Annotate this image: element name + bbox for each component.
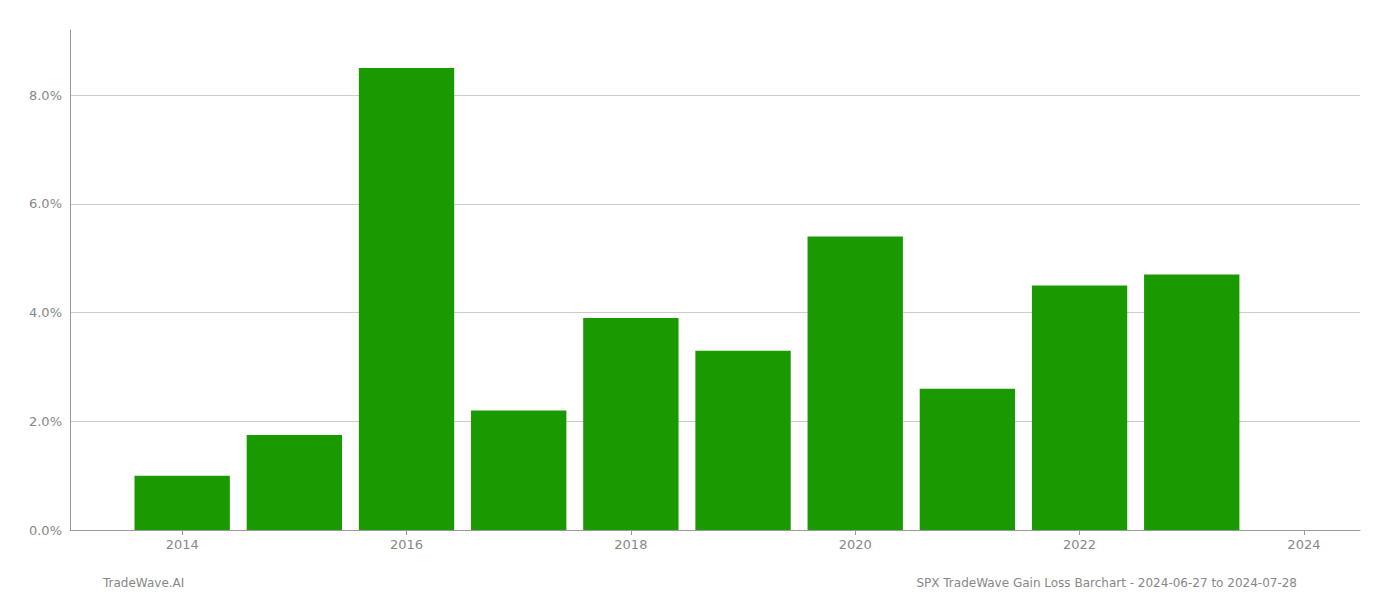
svg-text:2.0%: 2.0%	[29, 414, 62, 429]
svg-text:2024: 2024	[1287, 537, 1320, 552]
svg-text:6.0%: 6.0%	[29, 196, 62, 211]
svg-text:2016: 2016	[390, 537, 423, 552]
svg-text:SPX TradeWave Gain Loss Barcha: SPX TradeWave Gain Loss Barchart - 2024-…	[916, 576, 1297, 590]
svg-text:8.0%: 8.0%	[29, 88, 62, 103]
svg-text:2022: 2022	[1063, 537, 1096, 552]
svg-text:2020: 2020	[839, 537, 872, 552]
svg-text:2018: 2018	[614, 537, 647, 552]
svg-text:2014: 2014	[166, 537, 199, 552]
svg-text:0.0%: 0.0%	[29, 523, 62, 538]
svg-text:TradeWave.AI: TradeWave.AI	[102, 576, 184, 590]
svg-text:4.0%: 4.0%	[29, 305, 62, 320]
